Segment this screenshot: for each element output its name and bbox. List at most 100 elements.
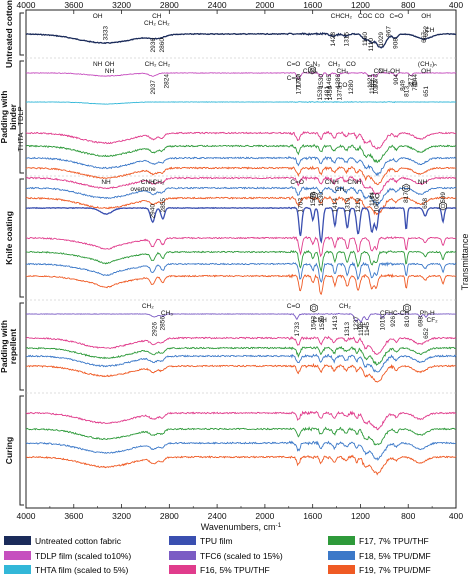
peak-annotation: 1733 (294, 322, 301, 337)
legend-swatch (328, 536, 355, 546)
panel-title-line: Padding with (0, 320, 9, 373)
series-line (25, 175, 457, 196)
panel-bracket (19, 12, 24, 56)
x-axis-label: Wavenumbers, cm-1 (201, 522, 282, 532)
peak-annotation: 509 (440, 192, 447, 203)
group-annotation: CH₂ (340, 13, 352, 20)
peak-annotation: 2860 (159, 38, 166, 53)
peak-annotation: 1145 (364, 322, 371, 336)
x-tick-label-top: 2000 (255, 0, 274, 10)
series-line (25, 235, 457, 258)
peak-annotation: 1375 (337, 86, 344, 101)
legend-item: F17, 7% TPU/THF (328, 534, 429, 546)
peak-annotation: 698 (417, 316, 424, 327)
peak-annotation: 1539 (317, 86, 324, 101)
peak-annotation: 1428 (330, 32, 337, 47)
series-line (25, 206, 457, 244)
legend-swatch (4, 536, 31, 546)
group-annotation: CH₂ (339, 303, 351, 310)
group-annotation: CO (338, 82, 348, 89)
series-line (25, 335, 457, 355)
peak-annotation: 1121 (367, 74, 374, 88)
peak-annotation: 1720 (295, 74, 302, 89)
x-tick-label-top: 800 (401, 0, 415, 10)
peak-annotation: 1717 (296, 80, 303, 95)
group-annotation: Ph-H (420, 310, 435, 317)
group-annotation: CH₂ (153, 179, 165, 186)
peak-annotation: 908 (392, 38, 399, 49)
legend-swatch (328, 565, 355, 575)
peak-annotation: 1465 (326, 74, 333, 89)
series-line (25, 261, 457, 283)
legend-item: THTA film (scaled to 5%) (4, 563, 128, 575)
x-tick-label-top: 4000 (17, 0, 36, 10)
series-line (25, 165, 457, 186)
legend-swatch (328, 551, 355, 561)
peak-annotation: 1196 (358, 322, 365, 336)
x-tick-label-top: 2800 (160, 0, 179, 10)
peak-annotation: 1593 (311, 316, 318, 331)
legend-label: F17, 7% TPU/THF (359, 535, 429, 546)
y-axis-label: Transmittance (460, 234, 470, 291)
benzene-ring-icon (310, 303, 318, 313)
peak-annotation: 652 (423, 328, 430, 339)
group-annotation: CH₂ CH₂ (145, 61, 171, 68)
peak-annotation: 813 (404, 86, 411, 97)
x-tick-label-top: 400 (449, 0, 463, 10)
series-line (25, 454, 457, 476)
panel-title: Curing (4, 437, 14, 464)
benzene-ring-inner-icon (309, 67, 315, 73)
peak-annotation: 1066 (373, 198, 380, 213)
x-tick-label: 3600 (64, 511, 83, 521)
peak-annotation: 904 (393, 74, 400, 85)
benzene-ring-inner-icon (404, 305, 410, 311)
group-annotation: CH₃ (337, 68, 349, 75)
group-annotation: CNH (325, 179, 339, 186)
series-line (25, 410, 457, 431)
group-annotation: CO (370, 193, 380, 200)
peak-annotation: 2855 (160, 198, 167, 213)
x-tick-label: 2400 (208, 511, 227, 521)
group-annotation: NH (418, 179, 428, 186)
group-annotation: OH (421, 68, 431, 75)
peak-annotation: 2856 (160, 316, 167, 331)
legend-label: Untreated cotton fabric (35, 535, 121, 546)
benzene-ring-icon (439, 201, 447, 211)
group-annotation: OH (421, 13, 431, 20)
series-line (25, 143, 457, 164)
legend-swatch (4, 565, 31, 575)
peak-annotation: 967 (385, 26, 392, 37)
peak-annotation: 652 (423, 26, 430, 37)
peak-annotation: 817 (403, 192, 410, 203)
group-annotation: OH (105, 61, 115, 68)
peak-annotation: 2937 (150, 80, 157, 95)
peak-annotation: 2926 (151, 322, 158, 337)
series-line (25, 32, 457, 49)
group-annotation: NH (93, 61, 103, 68)
legend-swatch (4, 551, 31, 561)
legend-item: F19, 7% TPU/DMF (328, 563, 431, 575)
group-annotation: CNH (313, 317, 327, 324)
x-tick-label-top: 1200 (351, 0, 370, 10)
x-tick-label: 800 (401, 511, 415, 521)
peak-annotation: 1481 (324, 86, 331, 101)
x-tick-label: 400 (449, 511, 463, 521)
group-annotation: CH (425, 27, 435, 34)
panel-bracket (19, 60, 24, 174)
group-annotation: COC (358, 13, 373, 20)
panel-title-line: Padding with (0, 91, 9, 144)
peak-annotation: 777 (408, 74, 415, 85)
series-line (25, 273, 457, 295)
peak-annotation: 849 (399, 80, 406, 91)
group-annotation: HC-CH (388, 310, 409, 317)
legend-swatch (169, 536, 196, 546)
group-annotation: NH (105, 68, 115, 75)
peak-annotation: 1103 (369, 80, 376, 94)
x-tick-label-top: 3600 (64, 0, 83, 10)
x-tick-label-top: 3200 (112, 0, 131, 10)
peak-annotation: 651 (423, 86, 430, 97)
benzene-ring-inner-icon (311, 305, 317, 311)
benzene-ring-icon (403, 303, 411, 313)
series-line (25, 155, 456, 177)
series-line (25, 426, 457, 446)
